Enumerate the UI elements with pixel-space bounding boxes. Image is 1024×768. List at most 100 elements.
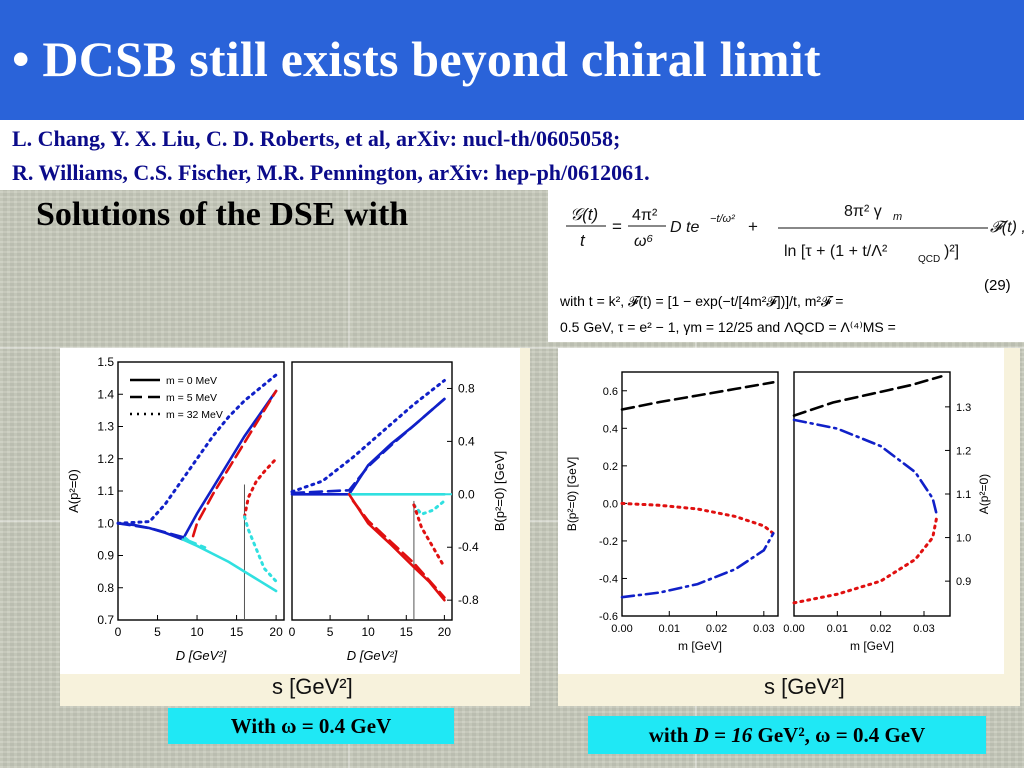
svg-text:t: t (580, 231, 586, 250)
right-caption: with D = 16 GeV², ω = 0.4 GeV (588, 716, 986, 754)
svg-text:ln [τ + (1 + t/Λ²: ln [τ + (1 + t/Λ² (784, 243, 888, 260)
y-tick-label: 1.4 (97, 387, 114, 401)
series-line (181, 389, 278, 541)
y-tick-label: 0.8 (458, 381, 475, 395)
y-tick-label: 1.2 (956, 445, 971, 457)
y-tick-label: -0.4 (458, 540, 479, 554)
y-axis-label: B(p²=0) [GeV] (492, 451, 507, 532)
x-tick-label: 15 (400, 625, 414, 639)
x-tick-label: 20 (269, 625, 283, 639)
subtitle: Solutions of the DSE with (36, 196, 409, 233)
chart-B_vs_m: 0.00 0.01 0.02 0.03 -0.6 -0.4 -0.2 0.0 0.2 0.4 0.6… (565, 371, 779, 653)
svg-text:𝒢(t): 𝒢(t) (570, 205, 598, 224)
plot-frame (621, 371, 779, 617)
x-tick-label: 5 (154, 625, 161, 639)
y-tick-label: 0.0 (603, 498, 618, 510)
y-tick-label: 1.2 (97, 452, 114, 466)
y-tick-label: 0.0 (458, 487, 475, 501)
series-line (620, 501, 775, 535)
legend-entry: m = 5 MeV (166, 392, 217, 404)
x-axis-label: m [GeV] (850, 639, 894, 653)
right-s-label: s [GeV²] (764, 674, 845, 699)
x-tick-label: 10 (362, 625, 376, 639)
y-tick-label: -0.6 (599, 611, 618, 623)
chart-A_vs_D: 0 5 10 15 20 0.7 0.8 0.9 1.0 1.1 1.2 1.3 1.4 1.5 D [Ge… (66, 355, 285, 663)
y-tick-label: 0.7 (97, 613, 114, 627)
formula-svg: 𝒢(t) t = 4π² ω⁶ D te −t/ω² + 8π² γ m ln … (559, 203, 1024, 335)
x-tick-label: 15 (230, 625, 244, 639)
svg-text:)²]: )²] (944, 243, 959, 260)
left-figure-panel: 0 5 10 15 20 0.7 0.8 0.9 1.0 1.1 1.2 1.3 1.4 1.5 D [Ge… (60, 348, 530, 706)
formula-line-1: with t = k², 𝓕(t) = [1 − exp(−t/[4m²𝓕])]… (559, 293, 843, 309)
svg-text:8π² γ: 8π² γ (844, 203, 882, 220)
series-line (792, 375, 943, 417)
legend: m = 0 MeV m = 5 MeV m = 32 MeV (130, 375, 223, 421)
y-tick-label: 1.1 (97, 484, 114, 498)
right-plot-area: 0.00 0.01 0.02 0.03 -0.6 -0.4 -0.2 0.0 0.2 0.4 0.6… (558, 348, 1004, 674)
svg-text:D te: D te (670, 219, 699, 236)
y-tick-label: 1.3 (956, 402, 971, 414)
right-caption-suffix: GeV², ω = 0.4 GeV (752, 723, 926, 747)
x-tick-label: 0.01 (827, 623, 848, 635)
series-line (792, 418, 939, 518)
y-axis-label: A(p²=0) (977, 474, 991, 514)
y-tick-label: 0.6 (603, 386, 618, 398)
x-tick-label: 0.03 (913, 623, 934, 635)
series-line (183, 536, 207, 549)
series-line (116, 373, 278, 525)
y-tick-label: 1.0 (97, 516, 114, 530)
x-tick-label: 0.02 (870, 623, 891, 635)
x-axis-label: m [GeV] (678, 639, 722, 653)
x-tick-label: 0.00 (611, 623, 632, 635)
series-line (243, 515, 278, 583)
x-tick-label: 5 (327, 625, 334, 639)
series-line (620, 380, 775, 411)
series-line (243, 457, 278, 519)
formula-eq-number: (29) (984, 277, 1011, 294)
svg-text:−t/ω²: −t/ω² (710, 213, 735, 225)
series-line (792, 514, 939, 605)
left-s-label: s [GeV²] (272, 674, 353, 699)
reference-1: L. Chang, Y. X. Liu, C. D. Roberts, et a… (12, 126, 621, 151)
y-tick-label: 0.4 (603, 423, 618, 435)
svg-text:4π²: 4π² (632, 207, 658, 224)
x-axis-label: D [GeV²] (176, 648, 227, 663)
chart-B_vs_D: 0 5 10 15 20 -0.8 -0.4 0.0 0.4 0.8 D [GeV²] B(p²=0)… (289, 361, 507, 663)
series-line (181, 538, 278, 593)
x-tick-label: 0.00 (783, 623, 804, 635)
series-line (116, 522, 187, 540)
x-tick-label: 0.02 (706, 623, 727, 635)
y-tick-label: 0.9 (97, 549, 114, 563)
x-axis-label: D [GeV²] (347, 648, 398, 663)
x-tick-label: 10 (190, 625, 204, 639)
y-axis-label: B(p²=0) [GeV] (565, 457, 579, 531)
svg-text:m: m (893, 211, 902, 223)
x-tick-label: 0 (289, 625, 296, 639)
right-caption-d: D = 16 (693, 723, 753, 747)
y-tick-label: 0.8 (97, 581, 114, 595)
formula-equation: 𝒢(t) t = 4π² ω⁶ D te −t/ω² + 8π² γ m ln … (566, 203, 1024, 265)
references-box: L. Chang, Y. X. Liu, C. D. Roberts, et a… (0, 120, 1024, 190)
right-caption-prefix: with (648, 723, 694, 747)
y-tick-label: 0.9 (956, 576, 971, 588)
left-plot-area: 0 5 10 15 20 0.7 0.8 0.9 1.0 1.1 1.2 1.3 1.4 1.5 D [Ge… (60, 348, 520, 674)
formula-line-2: 0.5 GeV, τ = e² − 1, γm = 12/25 and ΛQCD… (560, 319, 896, 335)
series-line (351, 499, 446, 599)
x-tick-label: 0.03 (753, 623, 774, 635)
series-line (191, 389, 278, 538)
series-line (620, 532, 775, 599)
svg-text:ω⁶: ω⁶ (634, 233, 653, 250)
y-axis-label: A(p²=0) (66, 469, 81, 513)
series-line (290, 379, 446, 494)
svg-text:𝓕(t) ,: 𝓕(t) , (990, 219, 1024, 236)
x-tick-label: 0.01 (659, 623, 680, 635)
svg-text:=: = (612, 217, 622, 236)
series-line (290, 397, 446, 495)
y-tick-label: -0.8 (458, 593, 479, 607)
left-plots-svg: 0 5 10 15 20 0.7 0.8 0.9 1.0 1.1 1.2 1.3 1.4 1.5 D [Ge… (66, 355, 507, 663)
chart-A_vs_m: 0.00 0.01 0.02 0.03 0.9 1.0 1.1 1.2 1.3 m [GeV] A(… (783, 371, 991, 653)
y-tick-label: -0.4 (599, 573, 618, 585)
right-figure-panel: 0.00 0.01 0.02 0.03 -0.6 -0.4 -0.2 0.0 0.2 0.4 0.6… (558, 348, 1020, 706)
legend-entry: m = 0 MeV (166, 375, 217, 387)
slide-title: • DCSB still exists beyond chiral limit (12, 31, 821, 87)
